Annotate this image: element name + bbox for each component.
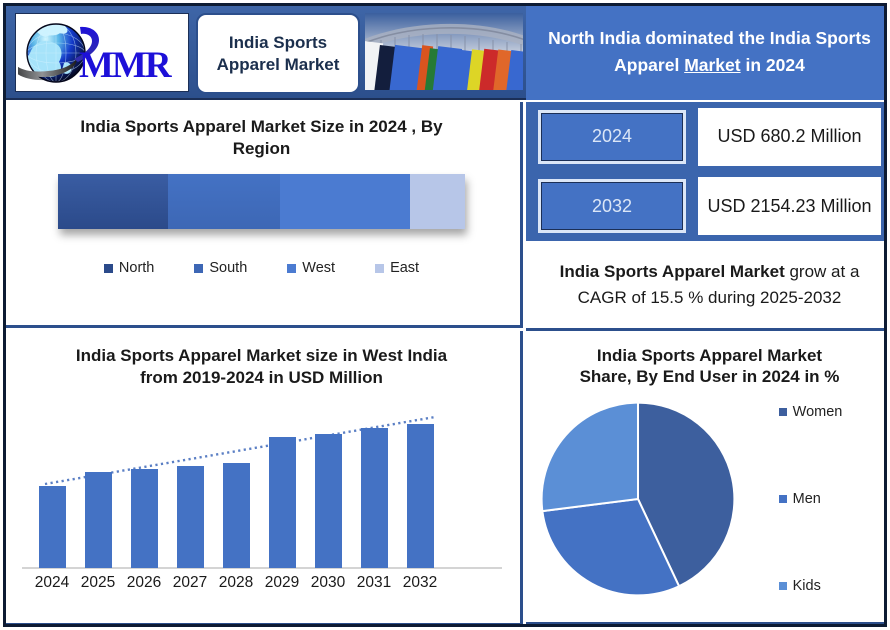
svg-text:2032: 2032 <box>402 574 436 591</box>
svg-text:2028: 2028 <box>218 574 252 591</box>
svg-text:2027: 2027 <box>172 574 206 591</box>
svg-text:2029: 2029 <box>264 574 298 591</box>
svg-text:2030: 2030 <box>310 574 345 591</box>
svg-text:2026: 2026 <box>126 574 160 591</box>
svg-text:2024: 2024 <box>34 574 69 591</box>
svg-text:2031: 2031 <box>356 574 390 591</box>
svg-text:MMR: MMR <box>79 45 173 86</box>
svg-text:2025: 2025 <box>80 574 114 591</box>
